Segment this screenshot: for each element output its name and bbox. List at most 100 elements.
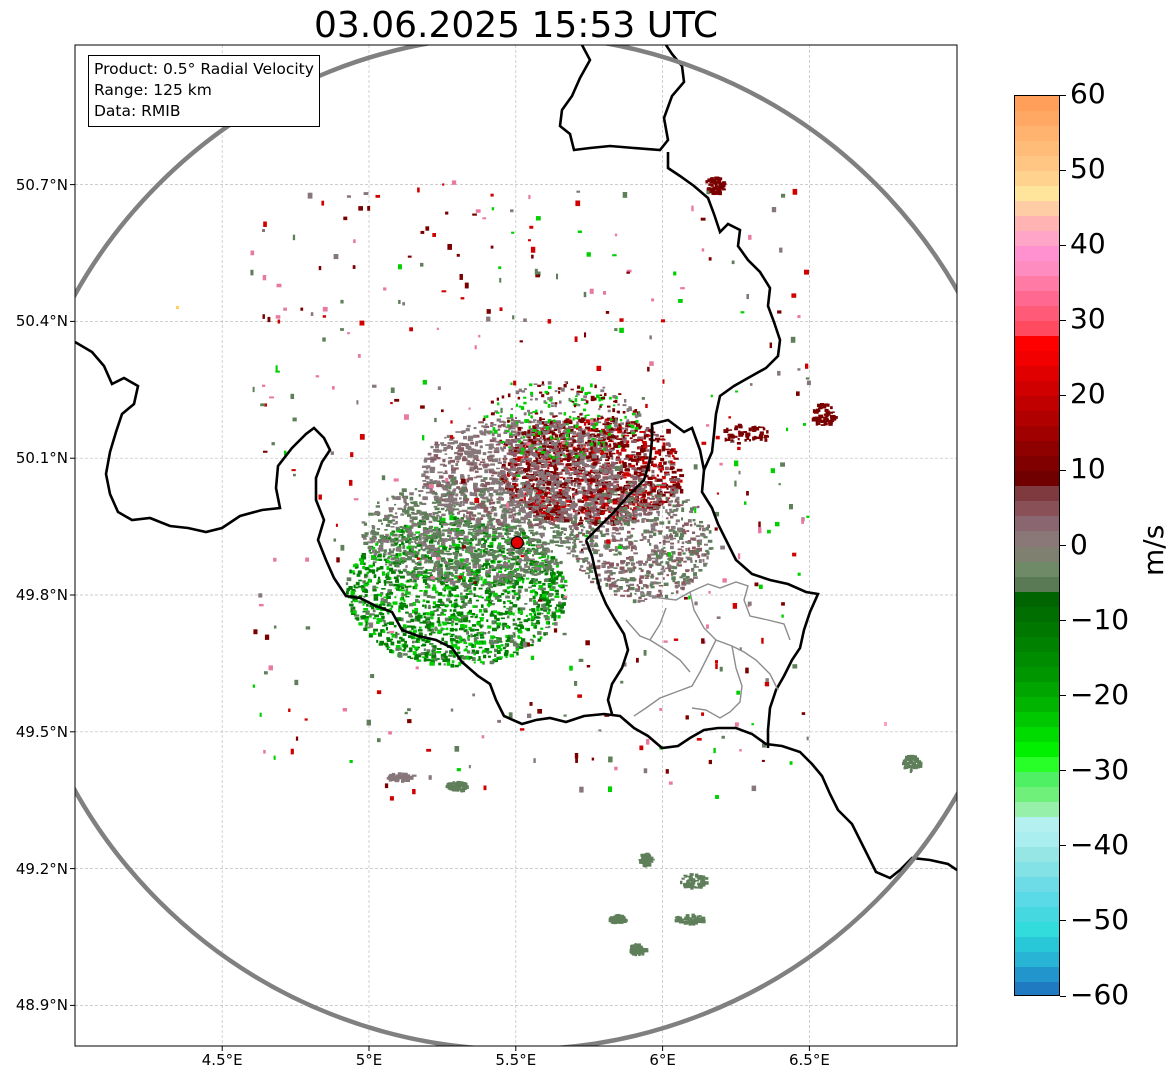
colorbar: [1014, 95, 1060, 996]
colorbar-tick-label: −10: [1070, 602, 1130, 636]
colorbar-tick: [1060, 469, 1066, 471]
colorbar-tick: [1060, 695, 1066, 697]
colorbar-band: [1015, 606, 1059, 623]
colorbar-band: [1015, 486, 1059, 503]
colorbar-band: [1015, 246, 1059, 262]
lon-tick-label: 4.5°E: [201, 1051, 243, 1069]
info-box: Product: 0.5° Radial Velocity Range: 125…: [88, 55, 320, 127]
colorbar-band: [1015, 846, 1059, 863]
lat-tick-label: 50.7°N: [15, 175, 68, 194]
border-lu-east: [585, 418, 820, 748]
colorbar-unit: m/s: [1137, 524, 1170, 576]
colorbar-band: [1015, 516, 1059, 533]
colorbar-band: [1015, 591, 1059, 608]
colorbar-band: [1015, 261, 1059, 277]
info-range: Range: 125 km: [94, 81, 212, 99]
lon-tick-label: 6°E: [649, 1051, 676, 1069]
colorbar-tick-label: 20: [1070, 377, 1106, 411]
colorbar-band: [1015, 396, 1059, 412]
colorbar-band: [1015, 471, 1059, 488]
colorbar-band: [1015, 861, 1059, 878]
colorbar-tick-label: 30: [1070, 302, 1106, 336]
colorbar-band: [1015, 501, 1059, 518]
colorbar-tick: [1060, 995, 1066, 997]
colorbar-tick-label: 10: [1070, 452, 1106, 486]
lat-tick-label: 49.2°N: [15, 859, 68, 878]
colorbar-band: [1015, 771, 1059, 788]
colorbar-band: [1015, 711, 1059, 728]
colorbar-band: [1015, 966, 1059, 983]
colorbar-band: [1015, 726, 1059, 743]
colorbar-band: [1015, 876, 1059, 893]
border-lu-cantons: [625, 581, 791, 719]
colorbar-band: [1015, 111, 1059, 127]
colorbar-band: [1015, 906, 1059, 923]
colorbar-band: [1015, 366, 1059, 382]
lat-tick-label: 49.5°N: [15, 722, 68, 741]
colorbar-band: [1015, 651, 1059, 668]
colorbar-band: [1015, 381, 1059, 397]
lon-tick-marks: [221, 1046, 810, 1051]
colorbar-band: [1015, 621, 1059, 638]
colorbar-band: [1015, 156, 1059, 172]
colorbar-band: [1015, 816, 1059, 833]
colorbar-band: [1015, 321, 1059, 337]
colorbar-band: [1015, 681, 1059, 698]
colorbar-tick: [1060, 244, 1066, 246]
colorbar-band: [1015, 441, 1059, 457]
colorbar-band: [1015, 291, 1059, 307]
colorbar-tick: [1060, 620, 1066, 622]
colorbar-band: [1015, 696, 1059, 713]
colorbar-band: [1015, 756, 1059, 773]
colorbar-band: [1015, 426, 1059, 442]
colorbar-band: [1015, 456, 1059, 472]
colorbar-band: [1015, 141, 1059, 157]
border-be-fr: [75, 340, 957, 880]
colorbar-band: [1015, 891, 1059, 908]
colorbar-band: [1015, 126, 1059, 142]
colorbar-band: [1015, 576, 1059, 593]
colorbar-band: [1015, 561, 1059, 578]
lon-tick-label: 6.5°E: [788, 1051, 830, 1069]
lat-tick-label: 50.1°N: [15, 449, 68, 468]
colorbar-tick-label: −50: [1070, 902, 1130, 936]
colorbar-band: [1015, 306, 1059, 322]
colorbar-band: [1015, 216, 1059, 232]
colorbar-band: [1015, 636, 1059, 653]
colorbar-band: [1015, 336, 1059, 352]
colorbar-band: [1015, 276, 1059, 292]
colorbar-band: [1015, 921, 1059, 938]
radar-site-marker[interactable]: [510, 535, 524, 550]
colorbar-tick: [1060, 770, 1066, 772]
colorbar-tick: [1060, 169, 1066, 171]
colorbar-band: [1015, 666, 1059, 683]
colorbar-tick-label: −20: [1070, 677, 1130, 711]
colorbar-tick-label: 40: [1070, 227, 1106, 261]
colorbar-band: [1015, 96, 1059, 112]
colorbar-band: [1015, 531, 1059, 548]
colorbar-tick-label: 60: [1070, 77, 1106, 110]
border-be-de: [558, 45, 782, 471]
colorbar-band: [1015, 231, 1059, 247]
colorbar-band: [1015, 351, 1059, 367]
lon-tick-label: 5°E: [355, 1051, 383, 1069]
info-data: Data: RMIB: [94, 102, 181, 120]
colorbar-band: [1015, 186, 1059, 202]
colorbar-band: [1015, 201, 1059, 217]
colorbar-band: [1015, 981, 1059, 995]
colorbar-band: [1015, 411, 1059, 427]
colorbar-band: [1015, 786, 1059, 803]
country-borders: [75, 45, 957, 880]
info-product: Product: 0.5° Radial Velocity: [94, 60, 314, 78]
lon-tick-label: 5.5°E: [495, 1051, 537, 1069]
colorbar-tick-label: −30: [1070, 752, 1130, 786]
colorbar-band: [1015, 831, 1059, 848]
colorbar-tick: [1060, 920, 1066, 922]
colorbar-tick-label: 0: [1070, 527, 1088, 561]
colorbar-band: [1015, 741, 1059, 758]
colorbar-tick: [1060, 394, 1066, 396]
colorbar-band: [1015, 951, 1059, 968]
colorbar-band: [1015, 171, 1059, 187]
lat-tick-label: 49.8°N: [15, 586, 68, 604]
